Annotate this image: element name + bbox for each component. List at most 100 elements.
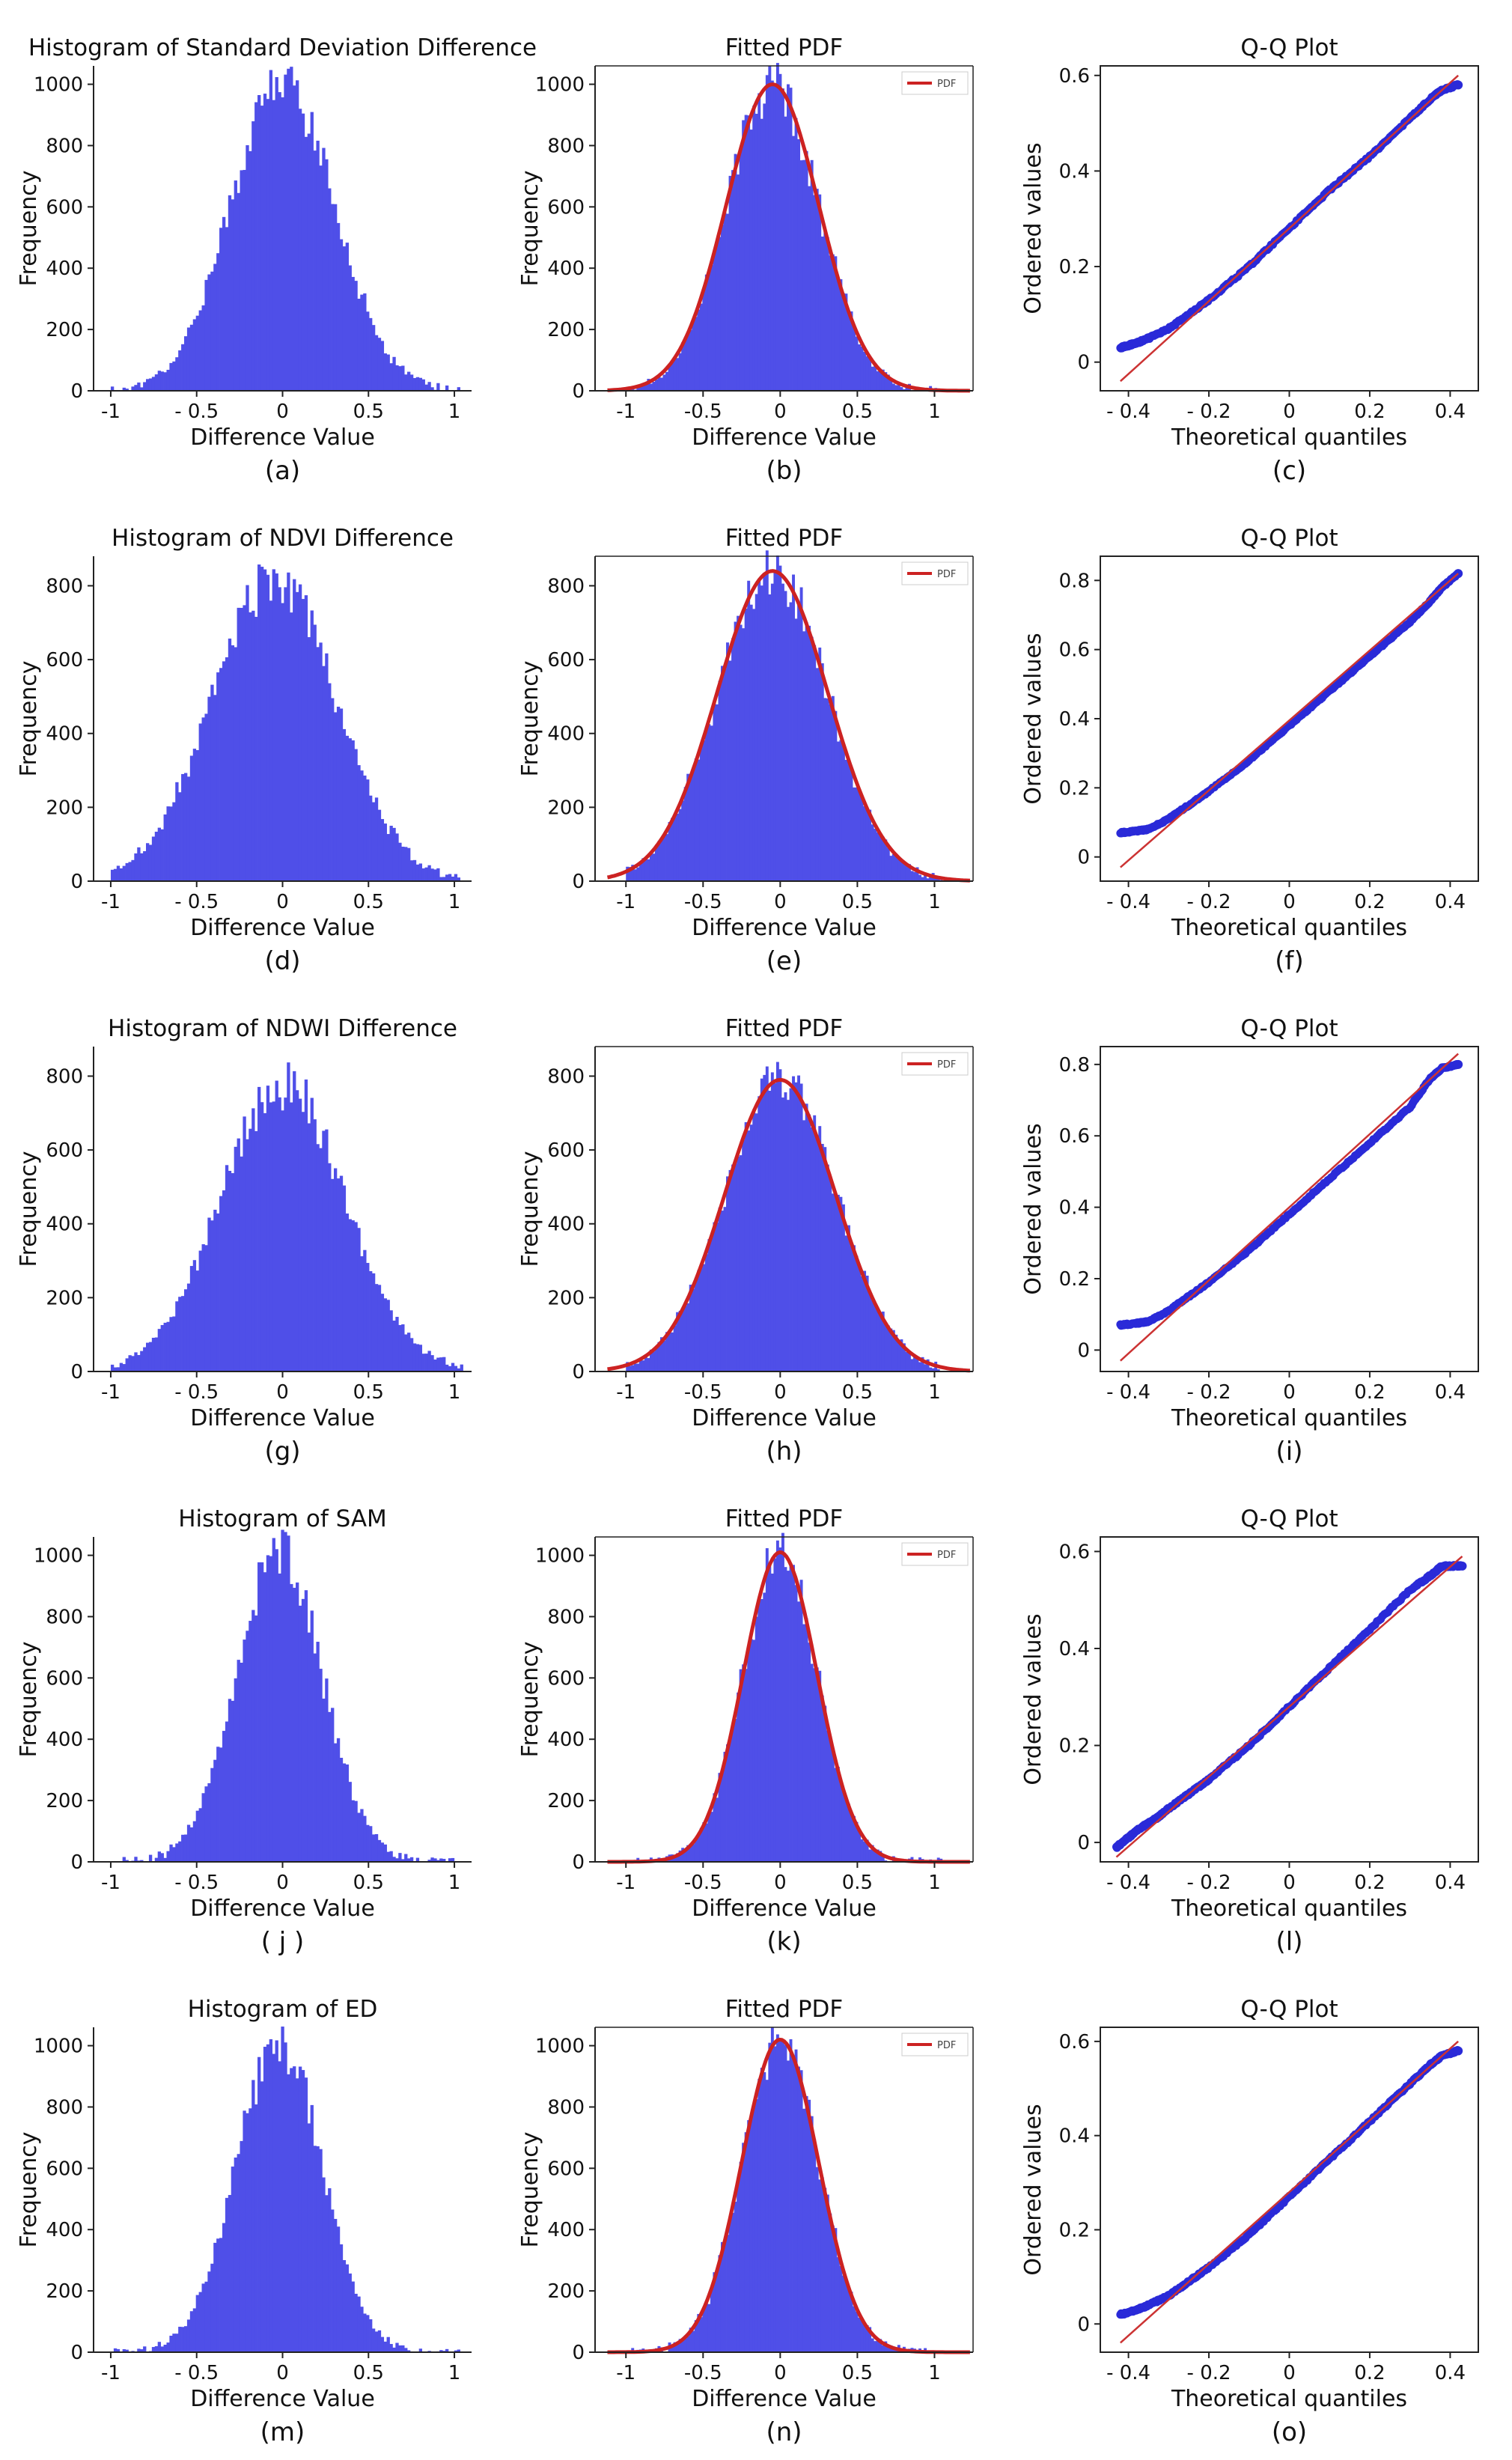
histogram-bar <box>237 1660 240 1862</box>
legend: PDF <box>901 1542 969 1566</box>
histogram-bar <box>374 2331 379 2352</box>
histogram-bar <box>844 1235 848 1371</box>
histogram-bar <box>237 2154 240 2352</box>
histogram-bar <box>860 1839 864 1862</box>
histogram-bar <box>921 1357 924 1371</box>
histogram-bar <box>829 2213 832 2352</box>
histogram-bar <box>272 2053 275 2352</box>
histogram-bar <box>363 293 367 391</box>
qq-points <box>1116 80 1463 353</box>
histogram-bar <box>697 309 701 391</box>
histogram-bar <box>154 1857 159 1862</box>
histogram-bar <box>760 1599 763 1862</box>
histogram-bar <box>778 565 782 881</box>
chart-title: Q-Q Plot <box>1240 34 1338 61</box>
histogram-bar <box>287 2074 290 2352</box>
y-tick-label: 0 <box>572 871 585 893</box>
x-tick-label: 0.5 <box>353 401 384 423</box>
histogram-bar <box>186 776 191 881</box>
histogram-bar <box>169 1317 173 1371</box>
y-tick-label: 200 <box>547 797 585 819</box>
histogram-bar <box>739 624 743 881</box>
histogram-bar <box>884 1322 888 1371</box>
histogram-bar <box>313 624 317 881</box>
histogram-bar <box>831 1750 835 1862</box>
histogram-bar <box>266 99 270 391</box>
histogram-bar <box>886 374 890 391</box>
x-tick-label: 0 <box>276 1872 289 1894</box>
histogram-bar <box>213 2242 217 2352</box>
histogram-bar <box>836 1194 840 1371</box>
histogram-bar <box>737 2180 740 2352</box>
histogram-bar <box>676 1312 680 1371</box>
histogram-bar <box>169 1844 173 1862</box>
histogram-bar <box>401 1324 405 1371</box>
histogram-bar <box>131 386 135 391</box>
x-tick-label: 1 <box>928 891 941 913</box>
histogram-bar <box>436 1357 440 1371</box>
y-tick-label: 1000 <box>34 74 83 97</box>
histogram-bar <box>252 121 255 391</box>
histogram-bar <box>222 661 226 881</box>
histogram-bar <box>409 860 414 881</box>
histogram-bar <box>773 1083 777 1371</box>
histogram-bar <box>905 1351 909 1371</box>
histogram-bar <box>686 1845 690 1862</box>
histogram-bar <box>929 1367 933 1371</box>
chart-title: Histogram of ED <box>188 1996 378 2023</box>
histogram-bar <box>662 1340 666 1371</box>
histogram-bar <box>723 1752 727 1862</box>
histogram-bar <box>686 1303 690 1371</box>
histogram-bar <box>858 1264 862 1371</box>
histogram-bar <box>692 2330 695 2352</box>
y-tick-label: 0.6 <box>1059 65 1090 88</box>
histogram-bar <box>775 1062 779 1371</box>
histogram-bar <box>699 745 703 881</box>
chart-m: Histogram of ED -1 - 0.5 0 0.5 1 0 200 400 600 800… <box>16 1996 472 2447</box>
y-axis-label: Ordered values <box>1020 633 1046 804</box>
histogram-bar <box>451 876 455 881</box>
histogram-bar <box>720 1211 724 1371</box>
histogram-bar <box>723 2240 727 2352</box>
histogram-bar <box>834 2228 838 2352</box>
histogram-bar <box>113 1367 118 1371</box>
histogram-bar <box>157 371 162 391</box>
histogram-bar <box>178 350 182 391</box>
histogram-bar <box>351 1220 355 1371</box>
histogram-bar <box>770 2027 774 2352</box>
histogram-bar <box>710 1234 713 1371</box>
y-tick-label: 800 <box>547 2096 585 2119</box>
histogram-bar <box>755 1113 758 1371</box>
histogram-bar <box>654 379 658 391</box>
histogram-bar <box>797 2066 801 2352</box>
histogram-bar <box>853 326 856 391</box>
histogram-bar <box>216 253 220 391</box>
x-tick-label: 0.5 <box>842 2362 873 2384</box>
histogram-bar <box>354 1222 358 1371</box>
histogram-bar <box>755 594 758 881</box>
histogram-bar <box>377 809 382 881</box>
histogram-bar <box>839 278 843 391</box>
histogram-bar <box>744 2132 748 2352</box>
histogram-bar <box>863 351 867 391</box>
histogram-bar <box>169 2335 173 2352</box>
histogram-bar <box>936 1369 940 1371</box>
y-tick-label: 600 <box>547 2158 585 2180</box>
histogram-bar <box>148 1854 153 1862</box>
histogram-bar <box>134 1857 138 1862</box>
histogram-bar <box>799 1083 803 1371</box>
histogram-bar <box>775 2034 779 2352</box>
histogram-bar <box>210 1768 214 1862</box>
histogram-bar <box>281 2027 284 2352</box>
histogram-bar <box>660 1337 663 1371</box>
histogram-bar <box>357 765 361 881</box>
histogram-bar <box>924 1364 927 1371</box>
histogram-bar <box>673 817 677 881</box>
x-axis-label: Theoretical quantiles <box>1171 1405 1407 1431</box>
histogram-bar <box>676 358 680 391</box>
histogram-bar <box>275 2040 278 2352</box>
histogram-bar <box>847 1225 850 1371</box>
y-tick-label: 800 <box>547 1065 585 1088</box>
histogram-bar <box>683 339 687 391</box>
